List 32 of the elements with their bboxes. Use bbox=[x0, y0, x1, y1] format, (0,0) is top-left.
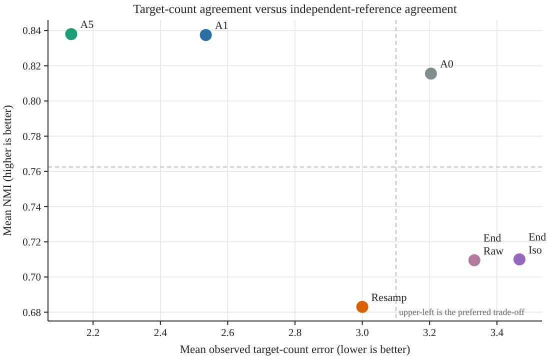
point bbox=[468, 254, 480, 266]
y-tick-label: 0.82 bbox=[22, 61, 41, 72]
point bbox=[513, 253, 526, 266]
series-label: End Iso bbox=[528, 231, 547, 256]
x-tick-label: 2.8 bbox=[288, 328, 302, 339]
y-tick-label: 0.80 bbox=[22, 96, 41, 108]
point bbox=[200, 28, 212, 41]
series-label: Resamp bbox=[371, 292, 408, 304]
annotation: upper-left is the preferred trade-off bbox=[398, 307, 525, 317]
y-tick-label: 0.76 bbox=[22, 167, 41, 178]
y-tick-label: 0.70 bbox=[22, 272, 41, 284]
series-label: A5 bbox=[80, 19, 94, 32]
x-tick-label: 3.0 bbox=[356, 328, 369, 339]
x-tick-label: 2.2 bbox=[86, 328, 100, 339]
point bbox=[424, 68, 437, 80]
x-tick-label: 2.4 bbox=[154, 328, 168, 339]
chart-title: Target-count agreement versus independent-reference agreement bbox=[133, 2, 458, 16]
series-label: End Raw bbox=[483, 232, 504, 258]
y-axis-title: Mean NMI (higher is better) bbox=[2, 104, 14, 236]
y-tick-label: 0.78 bbox=[22, 132, 41, 143]
series-label: A0 bbox=[440, 58, 454, 71]
x-tick-label: 3.2 bbox=[423, 328, 436, 339]
x-axis-title: Mean observed target-count error (lower is better) bbox=[180, 344, 410, 356]
y-tick-label: 0.84 bbox=[22, 26, 42, 38]
point bbox=[356, 300, 368, 313]
x-tick-label: 3.4 bbox=[490, 328, 504, 339]
series-label: A1 bbox=[214, 20, 228, 32]
point bbox=[65, 28, 78, 40]
y-tick-label: 0.72 bbox=[22, 237, 41, 248]
y-tick-label: 0.68 bbox=[22, 308, 41, 319]
y-tick-label: 0.74 bbox=[22, 202, 42, 214]
x-tick-label: 2.6 bbox=[221, 328, 234, 339]
